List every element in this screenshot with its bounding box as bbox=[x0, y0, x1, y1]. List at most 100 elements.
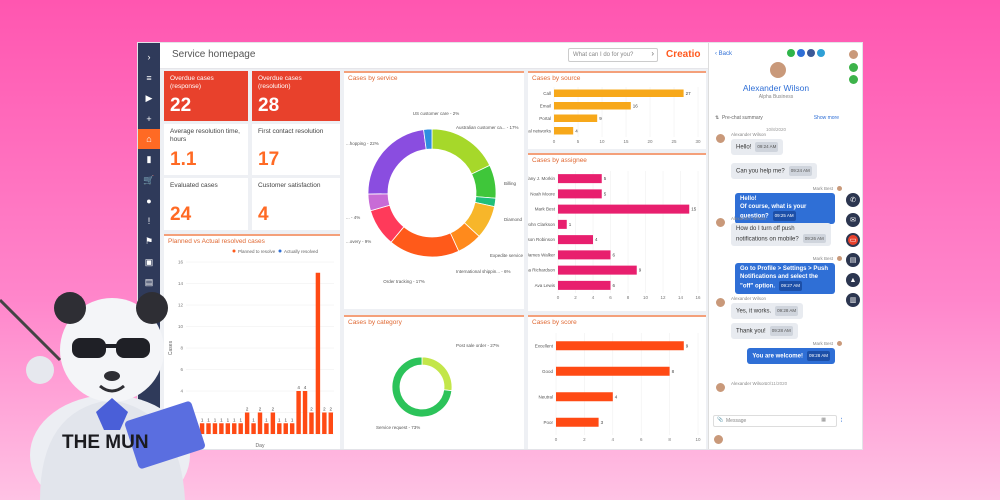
search-input[interactable]: What can I do for you? › bbox=[568, 48, 658, 62]
message-text: How do I turn off push notifications on … bbox=[736, 226, 799, 242]
panel-cases-by-service: Cases by service Australian customer ca.… bbox=[344, 71, 524, 309]
bar bbox=[558, 280, 611, 290]
tile-satisfaction[interactable]: Customer satisfaction 4 bbox=[252, 178, 340, 230]
mascot-logo bbox=[96, 398, 128, 430]
cart-icon[interactable]: 🛒 bbox=[143, 174, 155, 185]
category-label: Portal bbox=[539, 116, 551, 121]
bar-value-label: 1 bbox=[233, 417, 236, 422]
category-label: Ava Lewis bbox=[535, 283, 556, 288]
message-time: 09:24 AM bbox=[788, 166, 812, 176]
pie-slice bbox=[431, 128, 491, 175]
bar-value-label: 5 bbox=[604, 176, 607, 181]
bar bbox=[322, 412, 327, 434]
flag-icon[interactable]: ⚑ bbox=[144, 236, 154, 246]
chat-icon[interactable]: ▭ bbox=[846, 233, 860, 247]
document-icon[interactable]: ▥ bbox=[846, 293, 860, 307]
pie-slice bbox=[421, 356, 453, 392]
tile-first-contact[interactable]: First contact resolution 17 bbox=[252, 124, 340, 175]
chart-icon[interactable]: ▮ bbox=[146, 154, 152, 164]
contact-company: Alpha Business bbox=[758, 94, 794, 100]
x-tick-label: 15 bbox=[623, 139, 629, 144]
y-tick-label: 10 bbox=[178, 324, 184, 329]
chevron-right-icon[interactable]: › bbox=[147, 52, 151, 62]
bar-value-label: 4 bbox=[595, 237, 598, 242]
emoji-icon[interactable]: ▦ bbox=[821, 417, 826, 423]
message-time: 09:28 AM bbox=[806, 351, 830, 361]
bar-value-label: 1 bbox=[252, 417, 255, 422]
bar-value-label: 2 bbox=[323, 407, 326, 412]
tile-label: Average resolution time, hours bbox=[170, 128, 240, 143]
slice-label: ...hopping - 22% bbox=[346, 141, 379, 146]
bar-value-label: 1 bbox=[239, 417, 242, 422]
pre-chat-summary[interactable]: ⇅ Pre-chat summary bbox=[715, 115, 763, 121]
category-label: Call bbox=[543, 91, 551, 96]
tile-overdue-resolution[interactable]: Overdue cases (resolution) 28 bbox=[252, 71, 340, 121]
bar-value-label: 1 bbox=[220, 417, 223, 422]
bar-value-label: 2 bbox=[310, 407, 313, 412]
message-input[interactable]: 📎 Message ▦ ➤ bbox=[713, 415, 846, 427]
telegram-icon[interactable] bbox=[817, 49, 825, 57]
message-text: Go to Profile > Settings > Push Notifica… bbox=[740, 266, 829, 290]
user-icon[interactable]: ● bbox=[146, 195, 152, 206]
slice-label: US customer care - 2% bbox=[413, 111, 460, 116]
menu-icon[interactable]: ≡ bbox=[146, 72, 152, 83]
tile-overdue-response[interactable]: Overdue cases (response) 22 bbox=[164, 71, 248, 121]
date-separator: 10/8/2020 bbox=[765, 127, 787, 132]
settings-icon[interactable] bbox=[849, 63, 858, 72]
whatsapp-icon[interactable] bbox=[787, 49, 795, 57]
x-tick-label: 6 bbox=[609, 295, 612, 300]
mascot-ear-left bbox=[54, 292, 86, 324]
mascot-pen bbox=[0, 298, 62, 362]
home-icon[interactable]: ⌂ bbox=[138, 129, 160, 149]
main-area: Service homepage What can I do for you? … bbox=[160, 43, 708, 449]
action-rail: ✆ ✉ ▭ ▤ ▲ ▥ bbox=[842, 43, 862, 449]
play-icon[interactable]: ▶ bbox=[145, 92, 153, 103]
tile-label: Overdue cases (response) bbox=[170, 75, 214, 90]
bar-value-label: 9 bbox=[599, 116, 602, 121]
bar bbox=[296, 391, 301, 434]
slice-label: Australian customer ca... - 17% bbox=[456, 125, 519, 130]
bar bbox=[558, 250, 611, 260]
message-text: Hello! bbox=[736, 144, 752, 151]
message-bubble: How do I turn off push notifications on … bbox=[731, 223, 831, 247]
x-tick-label: 4 bbox=[592, 295, 595, 300]
tile-evaluated[interactable]: Evaluated cases 24 bbox=[164, 178, 248, 230]
alert-icon[interactable]: ! bbox=[147, 216, 151, 226]
chart-cases-by-score: 0 2 4 6 8 10 Excellent 9 Good 8 Neutral 4 Poor 3 bbox=[535, 333, 701, 442]
bar bbox=[289, 423, 295, 434]
phone-icon[interactable]: ✆ bbox=[846, 193, 860, 207]
app-window: › ≡ ▶ + ⌂ ▮ 🛒 ●! ⚑ ▣ ▤ Service homepage What can I… bbox=[137, 42, 863, 450]
facebook-icon[interactable] bbox=[807, 49, 815, 57]
messenger-icon[interactable] bbox=[797, 49, 805, 57]
bar-value-label: 2 bbox=[272, 407, 275, 412]
bell-icon[interactable]: ▲ bbox=[846, 273, 860, 287]
pie-slice bbox=[367, 129, 427, 195]
agent-avatar bbox=[713, 434, 724, 445]
bar-value-label: 4 bbox=[615, 394, 618, 399]
legend-marker bbox=[232, 249, 236, 253]
show-more-link[interactable]: Show more bbox=[813, 115, 839, 121]
x-tick-label: 4 bbox=[612, 437, 615, 442]
document-icon[interactable]: ▤ bbox=[144, 277, 154, 287]
back-link[interactable]: ‹ Back bbox=[715, 51, 733, 57]
messages-icon[interactable]: ▤ bbox=[846, 253, 860, 267]
slice-label: Diamond bbox=[504, 217, 523, 222]
x-tick-label: 0 bbox=[555, 437, 558, 442]
bar-value-label: 2 bbox=[259, 407, 262, 412]
user-avatar[interactable] bbox=[848, 49, 859, 60]
bar-value-label: 1 bbox=[207, 417, 210, 422]
bar-value-label: 9 bbox=[639, 268, 642, 273]
email-icon[interactable]: ✉ bbox=[846, 213, 860, 227]
message-time: 09:26 AM bbox=[802, 233, 826, 243]
message-text: Thank you! bbox=[736, 328, 766, 335]
add-icon[interactable]: + bbox=[146, 113, 152, 124]
help-icon[interactable] bbox=[849, 75, 858, 84]
chart-cases-by-category: Post sale order - 27% Service request - 7… bbox=[376, 343, 499, 430]
sender-avatar bbox=[715, 133, 726, 144]
attach-icon[interactable]: 📎 bbox=[717, 417, 724, 423]
x-tick-label: 30 bbox=[695, 139, 701, 144]
cases-icon[interactable]: ▣ bbox=[144, 256, 154, 267]
tile-average-resolution[interactable]: Average resolution time, hours 1.1 bbox=[164, 124, 248, 175]
